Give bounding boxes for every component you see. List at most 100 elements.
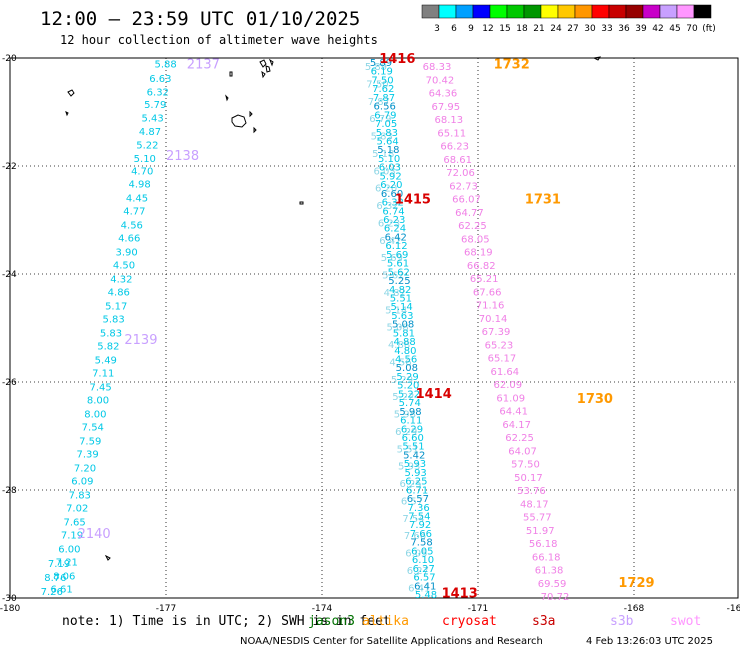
value-label: 5.22: [398, 389, 420, 400]
timestamp-text: 4 Feb 13:26:03 UTC 2025: [586, 636, 713, 647]
value-label: 62.73: [449, 181, 478, 192]
legend-swatch: [506, 4, 525, 19]
chart-subtitle: 12 hour collection of altimeter wave hei…: [60, 33, 378, 47]
y-tick-label: -24: [2, 270, 17, 280]
pass-label: 2140: [78, 527, 111, 542]
x-tick-label: -16: [727, 604, 740, 614]
value-label: 7.19: [61, 530, 83, 541]
value-label: 67.66: [473, 287, 502, 298]
color-legend: 3 6 9 12 15 18 21 24 27 30 33 36 39 42 45 70 (ft): [421, 4, 716, 34]
value-label: 5.08: [387, 323, 409, 334]
value-label: 6.24: [384, 224, 406, 235]
value-label: 66.07: [452, 195, 481, 206]
value-label: 6.03: [374, 166, 396, 177]
value-label: 66.23: [440, 142, 469, 153]
legend-label: 33: [601, 24, 612, 34]
value-label: 5.81: [393, 328, 415, 339]
value-label: 7.87: [368, 97, 390, 108]
value-label: 5.51: [390, 293, 412, 304]
value-label: 6.41: [408, 583, 430, 594]
value-label: 6.10: [412, 555, 434, 566]
value-label: 6.05: [405, 549, 427, 560]
value-label: 4.70: [131, 166, 153, 177]
value-label: 5.63: [391, 311, 413, 322]
satellite-name: s3b: [610, 614, 634, 629]
value-label: 7.26: [41, 587, 63, 598]
value-label: 6.60: [402, 433, 424, 444]
value-label: 4.88: [388, 340, 410, 351]
legend-label: 6: [451, 24, 457, 34]
value-label: 6.42: [379, 236, 401, 247]
value-label: 7.11: [92, 368, 114, 379]
satellite-name: altika: [362, 614, 409, 629]
value-label: 68.33: [423, 62, 452, 73]
y-tick-label: -30: [2, 594, 17, 604]
legend-swatch: [557, 4, 576, 19]
satellite-legend: jason3 altika cryosat s3a s3b swot: [308, 614, 701, 629]
value-label: 5.93: [405, 468, 427, 479]
value-label: 5.83: [371, 132, 393, 143]
value-label: 69.59: [538, 579, 567, 590]
value-label: 4.32: [110, 274, 132, 285]
value-label: 64.36: [429, 89, 458, 100]
value-label: 6.19: [371, 67, 393, 78]
value-label: 51.97: [526, 526, 555, 537]
legend-label: 30: [584, 24, 596, 34]
value-label: 7.66: [410, 529, 432, 540]
legend-swatch: [642, 4, 661, 19]
value-label: 4.98: [128, 179, 150, 190]
x-tick-label: -171: [468, 604, 488, 614]
value-label: 5.29: [396, 372, 418, 383]
value-label: 5.69: [386, 250, 408, 261]
pass-label: 1414: [416, 387, 452, 402]
value-label: 5.08: [396, 363, 418, 374]
pass-label: 1413: [442, 587, 478, 602]
value-label: 7.92: [409, 520, 431, 531]
legend-swatch: [472, 4, 491, 19]
value-label: 5.18: [377, 145, 399, 156]
value-label: 66.18: [532, 552, 561, 563]
value-label: 6.23: [378, 218, 400, 229]
value-label: 7.39: [76, 449, 98, 460]
value-label: 7.66: [404, 531, 426, 542]
value-label: 6.63: [149, 74, 171, 85]
value-label: 8.76: [44, 573, 66, 584]
x-tick-label: -168: [624, 604, 645, 614]
value-label: 6.03: [379, 163, 401, 174]
value-label: 4.66: [118, 233, 140, 244]
value-label: 4.80: [394, 346, 416, 357]
value-label: 6.29: [395, 427, 417, 438]
axis-ticks: -180 -177 -174 -171 -168 -16 -20 -22 -24 -26 -28 -3…: [0, 54, 740, 614]
value-label: 5.74: [399, 398, 421, 409]
value-label: 6.60: [381, 189, 403, 200]
grid-lines: [10, 58, 738, 598]
value-label: 65.17: [488, 354, 517, 365]
value-label: 5.08: [392, 320, 414, 331]
legend-label: 3: [434, 24, 440, 34]
value-label: 4.87: [139, 127, 161, 138]
pass-label: 1730: [577, 392, 613, 407]
value-label: 6.32: [382, 198, 404, 209]
value-label: 6.09: [71, 476, 93, 487]
value-label: 68.61: [443, 155, 472, 166]
value-label: 6.25: [405, 477, 427, 488]
value-label: 5.62: [388, 267, 410, 278]
value-label: 3.90: [115, 247, 137, 258]
legend-label: 15: [499, 24, 510, 34]
value-label: 68.19: [464, 248, 493, 259]
legend-label: 45: [669, 24, 680, 34]
value-label: 68.13: [434, 115, 463, 126]
value-label: 7.45: [89, 382, 111, 393]
footer-note: note: 1) Time is in UTC; 2) SWH is in fe…: [62, 614, 391, 629]
value-label: 4.88: [393, 337, 415, 348]
value-label: 7.50: [366, 79, 388, 90]
value-label: 5.10: [134, 154, 156, 165]
value-label: 7.36: [407, 503, 429, 514]
value-label: 6.41: [414, 581, 436, 592]
pass-label: 1729: [618, 576, 654, 591]
value-label: 62.25: [505, 433, 534, 444]
value-label: 5.83: [102, 314, 124, 325]
pass-label: 2138: [166, 149, 199, 164]
value-label: 4.50: [113, 260, 135, 271]
